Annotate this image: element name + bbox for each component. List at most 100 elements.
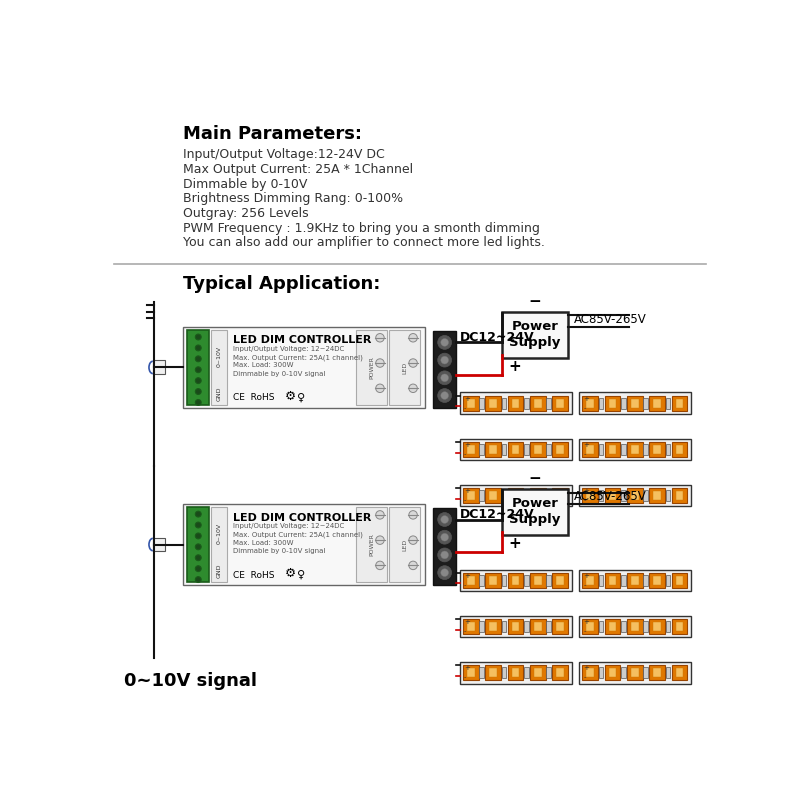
Bar [187, 330, 209, 405]
Bar [460, 662, 572, 683]
Bar [631, 398, 638, 408]
Bar [530, 395, 546, 411]
Circle shape [195, 511, 201, 517]
Text: PWM Frequency : 1.9KHz to bring you a smonth dimming: PWM Frequency : 1.9KHz to bring you a sm… [183, 222, 540, 234]
Bar [586, 576, 594, 585]
Bar [502, 398, 506, 409]
Text: Max Output Current: 25A * 1Channel: Max Output Current: 25A * 1Channel [183, 163, 413, 176]
Text: -: - [464, 405, 466, 411]
Bar [627, 395, 642, 411]
Text: ♀: ♀ [297, 570, 305, 579]
Text: POWER: POWER [369, 533, 374, 556]
Bar [672, 619, 687, 634]
Bar [490, 398, 497, 408]
Text: Input/Output Voltage: 12~24DC: Input/Output Voltage: 12~24DC [233, 346, 344, 352]
Text: AC85V-265V: AC85V-265V [574, 313, 646, 326]
Text: +: + [464, 488, 470, 494]
Bar [579, 438, 691, 460]
Bar [666, 575, 670, 586]
Circle shape [376, 510, 384, 519]
Bar [627, 665, 642, 681]
Bar [530, 442, 546, 457]
Bar [582, 488, 598, 503]
Bar [579, 570, 691, 591]
Bar [460, 570, 572, 591]
Text: +: + [509, 537, 522, 551]
Text: Input/Output Voltage:12-24V DC: Input/Output Voltage:12-24V DC [183, 148, 385, 162]
Bar [654, 398, 661, 408]
Bar [605, 665, 620, 681]
Bar [534, 398, 542, 408]
Bar [627, 573, 642, 588]
Circle shape [438, 513, 451, 526]
Bar [524, 621, 529, 632]
Bar [672, 665, 687, 681]
Text: LED: LED [402, 362, 407, 374]
Text: Main Parameters:: Main Parameters: [183, 126, 362, 143]
Bar [512, 622, 519, 631]
Bar [486, 573, 501, 588]
Bar [512, 491, 519, 500]
Bar [486, 442, 501, 457]
Bar [524, 444, 529, 455]
Bar [621, 444, 626, 455]
Bar [502, 575, 506, 586]
Bar [524, 575, 529, 586]
Circle shape [409, 334, 418, 342]
Bar [508, 442, 523, 457]
Circle shape [376, 561, 384, 570]
Circle shape [441, 356, 449, 364]
Bar [546, 667, 551, 678]
Bar [508, 619, 523, 634]
Bar [666, 667, 670, 678]
Bar [463, 665, 478, 681]
Bar [502, 444, 506, 455]
Bar [512, 576, 519, 585]
Circle shape [376, 334, 384, 342]
Bar [598, 490, 603, 501]
Bar [508, 573, 523, 588]
Circle shape [195, 356, 201, 362]
Bar [676, 398, 683, 408]
Bar [502, 490, 506, 501]
Circle shape [441, 374, 449, 382]
Bar [460, 438, 572, 460]
Circle shape [376, 384, 384, 393]
Bar [490, 491, 497, 500]
Bar [621, 490, 626, 501]
Text: Input/Output Voltage: 12~24DC: Input/Output Voltage: 12~24DC [233, 523, 344, 530]
Text: -: - [583, 628, 586, 634]
Bar [609, 445, 616, 454]
Bar [502, 667, 506, 678]
Circle shape [441, 569, 449, 577]
Bar [467, 398, 474, 408]
Bar [643, 575, 648, 586]
Text: +: + [583, 619, 589, 625]
Text: Max. Output Current: 25A(1 channel): Max. Output Current: 25A(1 channel) [233, 531, 362, 538]
Circle shape [438, 389, 451, 402]
Bar [530, 665, 546, 681]
Bar [643, 490, 648, 501]
Bar [631, 622, 638, 631]
Text: +: + [583, 442, 589, 448]
Bar [512, 398, 519, 408]
Bar [650, 442, 665, 457]
Text: Dimmable by 0-10V signal: Dimmable by 0-10V signal [233, 548, 326, 554]
Bar [582, 395, 598, 411]
Bar [672, 442, 687, 457]
Bar [524, 490, 529, 501]
Circle shape [376, 359, 384, 367]
Text: CE  RoHS: CE RoHS [233, 570, 274, 579]
Bar [643, 667, 648, 678]
Text: +: + [464, 395, 470, 402]
Bar [627, 619, 642, 634]
Bar [153, 361, 165, 374]
Circle shape [195, 566, 201, 571]
Bar [530, 488, 546, 503]
Bar [530, 619, 546, 634]
Bar [621, 575, 626, 586]
Bar [356, 507, 387, 582]
Bar [650, 573, 665, 588]
Bar [609, 622, 616, 631]
Circle shape [195, 334, 201, 340]
